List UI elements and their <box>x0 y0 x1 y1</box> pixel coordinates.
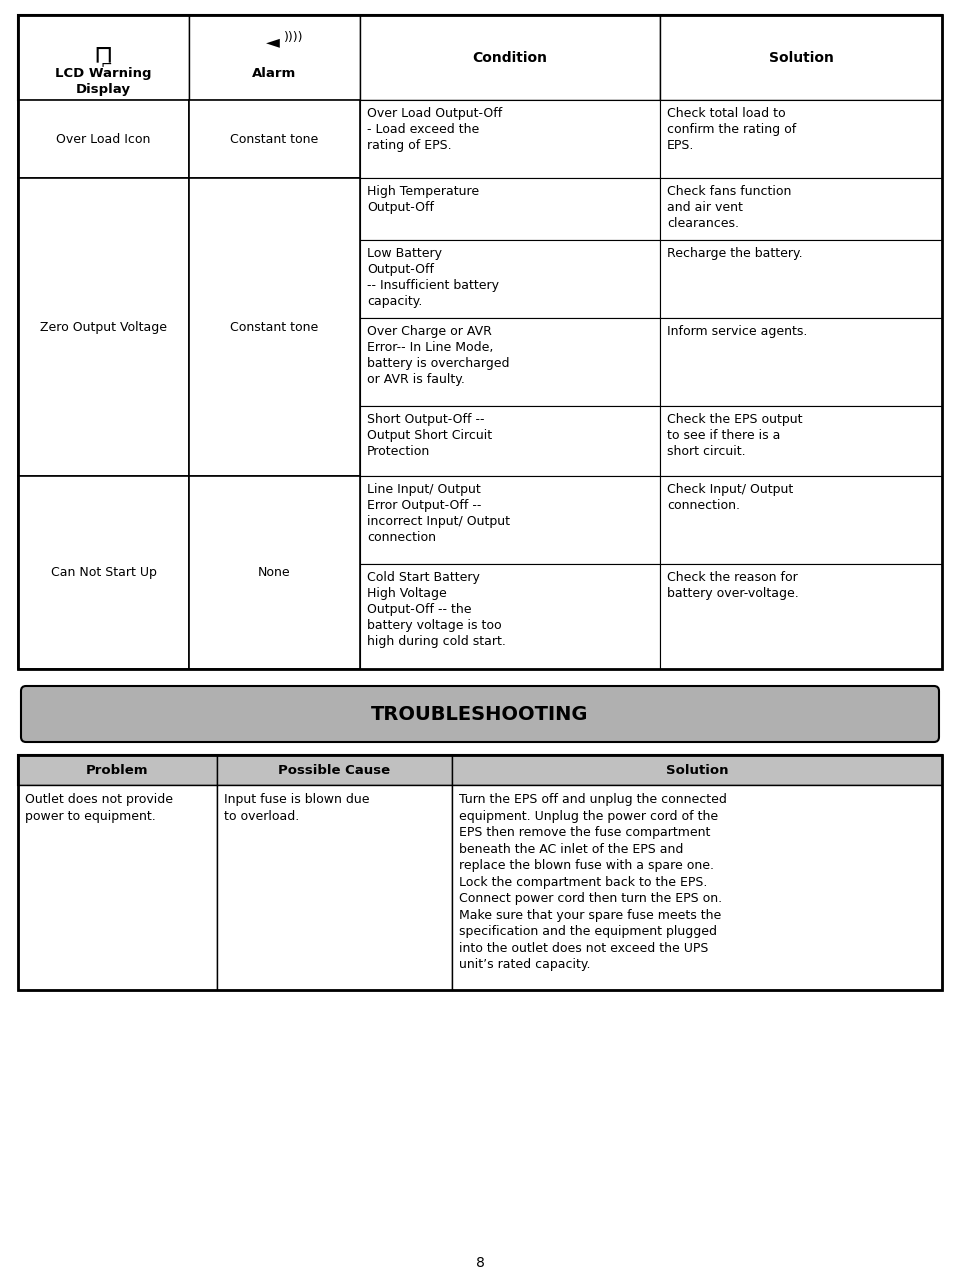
Bar <box>189 178 360 477</box>
Bar <box>360 240 660 318</box>
Text: Check total load to
confirm the rating of
EPS.: Check total load to confirm the rating o… <box>667 107 797 152</box>
Text: Outlet does not provide
power to equipment.: Outlet does not provide power to equipme… <box>25 793 173 823</box>
Text: Alarm: Alarm <box>252 67 297 80</box>
Text: None: None <box>258 565 291 580</box>
Bar <box>18 15 942 100</box>
Bar <box>189 100 360 178</box>
Bar <box>660 477 942 564</box>
Bar <box>18 178 189 477</box>
Text: Condition: Condition <box>472 50 547 64</box>
Bar <box>360 406 660 477</box>
Text: Can Not Start Up: Can Not Start Up <box>51 565 156 580</box>
Bar <box>660 178 942 240</box>
Bar <box>18 784 217 990</box>
Text: 8: 8 <box>475 1256 485 1270</box>
Text: Line Input/ Output
Error Output-Off --
incorrect Input/ Output
connection: Line Input/ Output Error Output-Off -- i… <box>367 483 510 544</box>
Bar <box>360 100 660 178</box>
Text: High Temperature
Output-Off: High Temperature Output-Off <box>367 185 479 214</box>
Text: Low Battery
Output-Off
-- Insufficient battery
capacity.: Low Battery Output-Off -- Insufficient b… <box>367 247 499 308</box>
Bar <box>18 755 942 990</box>
Bar <box>360 564 660 668</box>
Bar <box>217 755 452 784</box>
Text: Constant tone: Constant tone <box>230 321 319 334</box>
Text: ⌐: ⌐ <box>101 57 112 71</box>
Text: Check the EPS output
to see if there is a
short circuit.: Check the EPS output to see if there is … <box>667 413 803 459</box>
Bar <box>18 100 189 178</box>
Text: Over Charge or AVR
Error-- In Line Mode,
battery is overcharged
or AVR is faulty: Over Charge or AVR Error-- In Line Mode,… <box>367 325 510 386</box>
Text: )))): )))) <box>284 31 304 44</box>
Text: Input fuse is blown due
to overload.: Input fuse is blown due to overload. <box>224 793 370 823</box>
Bar <box>189 15 360 100</box>
Bar <box>660 15 942 100</box>
Text: LCD Warning
Display: LCD Warning Display <box>56 67 152 97</box>
Text: Recharge the battery.: Recharge the battery. <box>667 247 803 260</box>
Bar <box>189 477 360 668</box>
Text: Problem: Problem <box>86 764 149 777</box>
Text: Cold Start Battery
High Voltage
Output-Off -- the
battery voltage is too
high du: Cold Start Battery High Voltage Output-O… <box>367 571 506 648</box>
Bar <box>452 784 942 990</box>
Text: Check the reason for
battery over-voltage.: Check the reason for battery over-voltag… <box>667 571 799 600</box>
Text: Constant tone: Constant tone <box>230 133 319 146</box>
Text: Over Load Icon: Over Load Icon <box>57 133 151 146</box>
Text: Check Input/ Output
connection.: Check Input/ Output connection. <box>667 483 793 513</box>
Text: Solution: Solution <box>666 764 729 777</box>
Bar <box>18 755 217 784</box>
Bar <box>452 755 942 784</box>
Bar <box>360 178 660 240</box>
FancyBboxPatch shape <box>21 687 939 742</box>
Text: TROUBLESHOOTING: TROUBLESHOOTING <box>372 705 588 724</box>
Bar <box>660 564 942 668</box>
Bar <box>18 755 942 784</box>
Text: Short Output-Off --
Output Short Circuit
Protection: Short Output-Off -- Output Short Circuit… <box>367 413 492 459</box>
Bar <box>660 240 942 318</box>
Text: Check fans function
and air vent
clearances.: Check fans function and air vent clearan… <box>667 185 792 231</box>
Bar <box>660 406 942 477</box>
Text: Turn the EPS off and unplug the connected
equipment. Unplug the power cord of th: Turn the EPS off and unplug the connecte… <box>459 793 727 971</box>
Bar <box>660 318 942 406</box>
Bar <box>18 477 189 668</box>
Bar <box>360 15 660 100</box>
Text: Possible Cause: Possible Cause <box>278 764 391 777</box>
Bar <box>217 784 452 990</box>
Bar <box>360 318 660 406</box>
Bar <box>660 100 942 178</box>
Text: Solution: Solution <box>769 50 833 64</box>
Text: Inform service agents.: Inform service agents. <box>667 325 807 337</box>
Bar <box>18 15 189 100</box>
Text: Zero Output Voltage: Zero Output Voltage <box>40 321 167 334</box>
Text: ⊓: ⊓ <box>94 43 113 67</box>
Bar <box>18 15 942 668</box>
Text: ◄: ◄ <box>266 33 279 52</box>
Bar <box>360 477 660 564</box>
Text: Over Load Output-Off
- Load exceed the
rating of EPS.: Over Load Output-Off - Load exceed the r… <box>367 107 502 152</box>
